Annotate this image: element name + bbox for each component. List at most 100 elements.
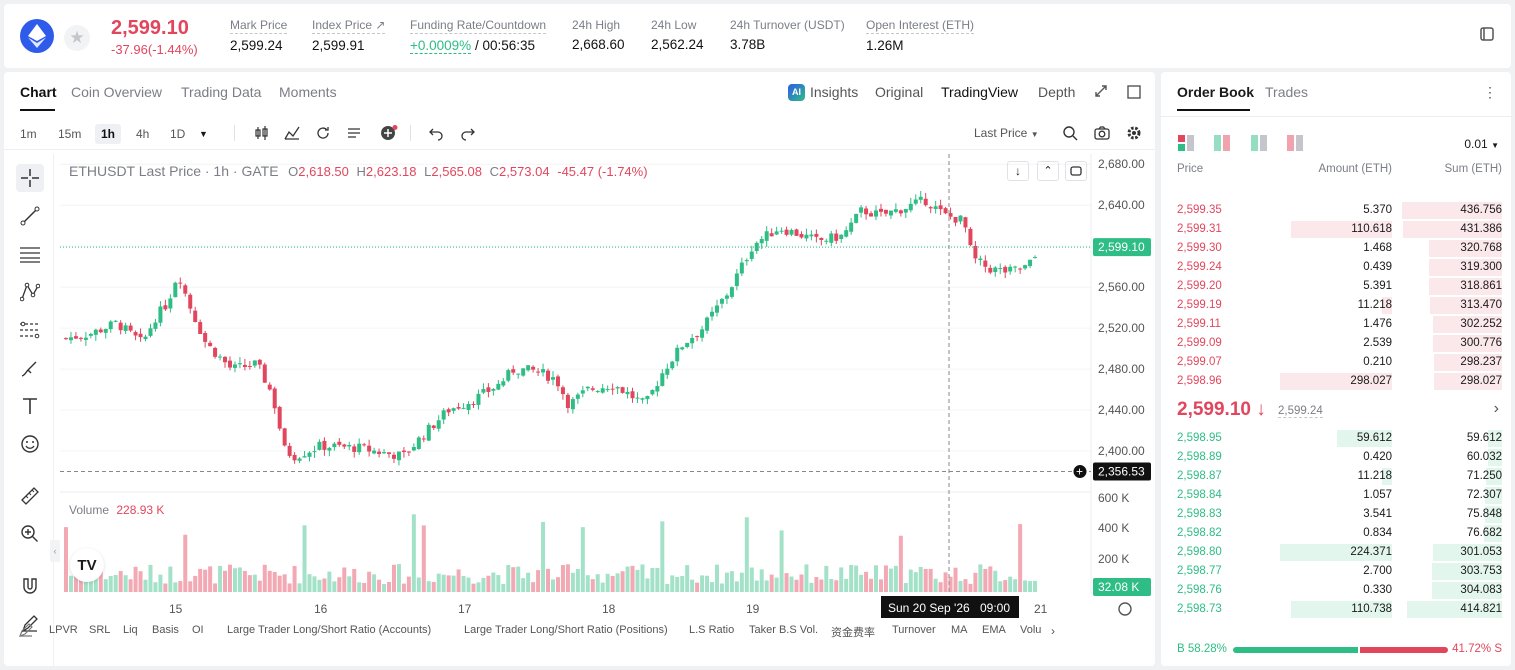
view-bids-icon[interactable] (1251, 135, 1267, 156)
candle-type-icon[interactable] (254, 125, 270, 141)
timeframe-1h[interactable]: 1h (95, 124, 122, 144)
order-row[interactable]: 2,599.35 5.370 436.756 (1177, 201, 1502, 220)
tab-trading-data[interactable]: Trading Data (181, 84, 262, 100)
indicator-volume[interactable]: Volu (1020, 624, 1042, 636)
view-asks-icon[interactable] (1287, 135, 1303, 156)
settings-list-icon[interactable] (346, 125, 362, 141)
timeframe-dropdown-icon[interactable]: ▼ (199, 129, 208, 139)
order-row[interactable]: 2,598.77 2.700 303.753 (1177, 562, 1502, 581)
indicator-srl[interactable]: SRL (89, 624, 111, 636)
view-original[interactable]: Original (875, 84, 924, 100)
candle-body (948, 213, 953, 217)
candlestick-chart[interactable]: 2,680.002,640.002,600.002,560.002,520.00… (4, 72, 1155, 666)
maximize-pane-icon[interactable] (1065, 161, 1087, 181)
window-mode-icon[interactable] (1127, 85, 1141, 104)
indicator-ltlsr-positions[interactable]: Large Trader Long/Short Ratio (Positions… (464, 624, 668, 636)
view-insights[interactable]: Insights (810, 84, 859, 100)
add-indicator-icon[interactable] (380, 125, 398, 141)
order-row[interactable]: 2,598.96 298.027 298.027 (1177, 372, 1502, 391)
search-icon[interactable] (1062, 125, 1078, 141)
volume-bar (804, 564, 809, 592)
view-buy-sell-icon[interactable] (1214, 135, 1230, 156)
indicator-funding-rate[interactable]: 资金费率 (831, 627, 875, 639)
crosshair-tool-icon[interactable] (16, 164, 44, 192)
drawing-toolbar-toggle-icon[interactable] (18, 622, 34, 643)
order-row[interactable]: 2,599.09 2.539 300.776 (1177, 334, 1502, 353)
expand-icon[interactable] (1094, 84, 1108, 103)
more-options-icon[interactable]: ⋮ (1483, 84, 1497, 100)
tab-moments[interactable]: Moments (279, 84, 337, 100)
order-row[interactable]: 2,598.84 1.057 72.307 (1177, 486, 1502, 505)
favorite-star-icon[interactable]: ★ (64, 25, 90, 51)
brush-tool-icon[interactable] (16, 354, 44, 382)
order-row[interactable]: 2,599.31 110.618 431.386 (1177, 220, 1502, 239)
candle-body (551, 377, 555, 380)
indicator-ls-ratio[interactable]: L.S Ratio (689, 624, 735, 636)
order-row[interactable]: 2,599.11 1.476 302.252 (1177, 315, 1502, 334)
redo-icon[interactable] (460, 125, 476, 141)
horizontal-lines-tool-icon[interactable] (16, 240, 44, 268)
order-row[interactable]: 2,598.82 0.834 76.682 (1177, 524, 1502, 543)
collapse-legend-icon[interactable]: ⌃ (1037, 161, 1059, 181)
precision-select[interactable]: 0.01 ▼ (1464, 137, 1499, 151)
indicator-taker-bs-vol[interactable]: Taker B.S Vol. (749, 624, 819, 636)
pencil-lock-tool-icon[interactable] (16, 610, 44, 638)
trend-line-tool-icon[interactable] (16, 202, 44, 230)
indicator-liq[interactable]: Liq (123, 624, 138, 636)
indicator-ltlsr-accounts[interactable]: Large Trader Long/Short Ratio (Accounts) (227, 624, 432, 636)
order-row[interactable]: 2,599.24 0.439 319.300 (1177, 258, 1502, 277)
legend-open: 2,618.50 (298, 164, 349, 179)
indicators-icon[interactable] (284, 125, 300, 141)
stat-index-price[interactable]: Index Price ↗ 2,599.91 (312, 18, 386, 53)
order-row[interactable]: 2,598.89 0.420 60.032 (1177, 448, 1502, 467)
indicator-lpvr[interactable]: LPVR (49, 624, 78, 636)
order-row[interactable]: 2,599.30 1.468 320.768 (1177, 239, 1502, 258)
timeframe-15m[interactable]: 15m (58, 127, 82, 141)
tab-coin-overview[interactable]: Coin Overview (71, 84, 163, 100)
tab-order-book[interactable]: Order Book (1177, 84, 1255, 100)
tab-trades[interactable]: Trades (1265, 84, 1309, 100)
price-type-select[interactable]: Last Price ▼ (974, 126, 1039, 140)
scroll-to-latest-icon[interactable]: ↓ (1007, 161, 1029, 181)
refresh-icon[interactable] (315, 125, 331, 141)
fibonacci-tool-icon[interactable] (16, 316, 44, 344)
chevron-right-icon[interactable]: › (1493, 400, 1499, 417)
view-depth[interactable]: Depth (1038, 84, 1076, 100)
text-tool-icon[interactable] (16, 392, 44, 420)
indicator-ema[interactable]: EMA (982, 624, 1006, 636)
indicator-oi[interactable]: OI (192, 624, 204, 636)
order-row[interactable]: 2,599.07 0.210 298.237 (1177, 353, 1502, 372)
order-row[interactable]: 2,599.19 11.218 313.470 (1177, 296, 1502, 315)
indicator-basis[interactable]: Basis (152, 624, 179, 636)
collapse-toolbar-icon[interactable]: ‹ (50, 540, 60, 562)
sum-depth-bar (1433, 544, 1502, 561)
emoji-tool-icon[interactable] (16, 430, 44, 458)
view-both-icon[interactable] (1178, 135, 1194, 156)
pattern-tool-icon[interactable] (16, 278, 44, 306)
indicator-turnover[interactable]: Turnover (892, 624, 936, 636)
order-row[interactable]: 2,598.73 110.738 414.821 (1177, 600, 1502, 619)
order-row[interactable]: 2,598.76 0.330 304.083 (1177, 581, 1502, 600)
ruler-tool-icon[interactable] (16, 482, 44, 510)
camera-icon[interactable] (1094, 125, 1110, 141)
tradingview-logo-icon[interactable]: TV (70, 548, 104, 582)
indicator-ma[interactable]: MA (951, 624, 968, 636)
scroll-right-icon[interactable]: › (1051, 624, 1055, 638)
tab-chart[interactable]: Chart (20, 84, 57, 100)
order-row[interactable]: 2,598.83 3.541 75.848 (1177, 505, 1502, 524)
guide-book-icon[interactable] (1479, 26, 1497, 44)
order-row[interactable]: 2,598.87 11.218 71.250 (1177, 467, 1502, 486)
timeframe-4h[interactable]: 4h (136, 127, 150, 141)
zoom-in-tool-icon[interactable] (16, 520, 44, 548)
gear-icon[interactable] (1126, 125, 1142, 141)
order-row[interactable]: 2,599.20 5.391 318.861 (1177, 277, 1502, 296)
order-price: 2,599.07 (1177, 356, 1222, 368)
timeframe-1m[interactable]: 1m (20, 127, 37, 141)
undo-icon[interactable] (428, 125, 444, 141)
view-tradingview[interactable]: TradingView (941, 84, 1019, 100)
order-row[interactable]: 2,598.80 224.371 301.053 (1177, 543, 1502, 562)
magnet-tool-icon[interactable] (16, 572, 44, 600)
order-row[interactable]: 2,598.95 59.612 59.612 (1177, 429, 1502, 448)
timeframe-1d[interactable]: 1D (170, 127, 186, 141)
volume-bar (431, 581, 436, 592)
